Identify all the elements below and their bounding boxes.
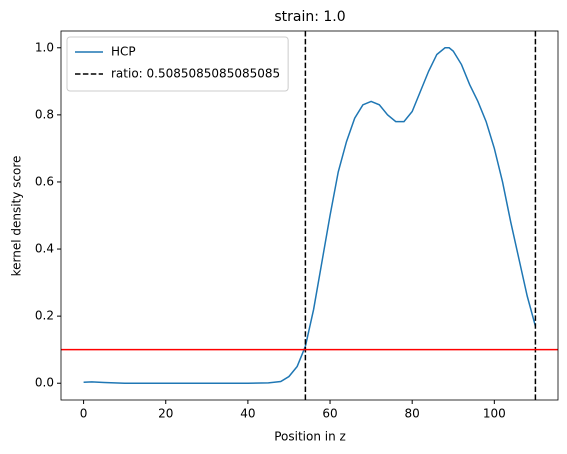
x-tick-label: 80	[405, 407, 420, 421]
x-tick-label: 0	[80, 407, 88, 421]
y-tick-label: 0.4	[35, 242, 54, 256]
x-axis-label: Position in z	[274, 430, 346, 444]
x-tick-label: 40	[240, 407, 255, 421]
data-line	[83, 47, 537, 384]
x-tick-label: 20	[158, 407, 173, 421]
y-tick-label: 1.0	[35, 40, 54, 54]
y-tick-label: 0.6	[35, 174, 54, 188]
y-tick-label: 0.2	[35, 309, 54, 323]
chart-title: strain: 1.0	[274, 9, 345, 25]
legend-box	[66, 36, 289, 92]
legend-label: HCP	[111, 45, 136, 59]
y-tick-label: 0.0	[35, 376, 54, 390]
x-tick-label: 60	[322, 407, 337, 421]
x-tick-label: 100	[483, 407, 506, 421]
y-axis-label: kernel density score	[10, 156, 24, 277]
y-tick-label: 0.8	[35, 107, 54, 121]
axes-frame	[60, 30, 559, 401]
legend-label: ratio: 0.5085085085085085	[111, 67, 280, 81]
